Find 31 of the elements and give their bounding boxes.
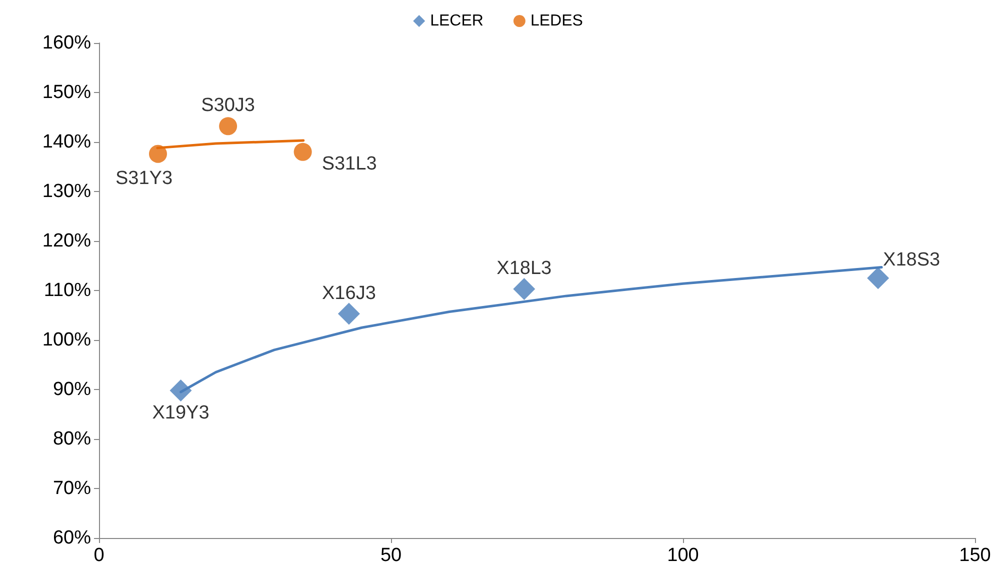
y-tick-label: 100% [42, 330, 92, 350]
y-tick-label: 130% [42, 181, 92, 202]
annotation: S31L3 [322, 153, 377, 174]
annotation: S31Y3 [115, 168, 173, 189]
point [867, 267, 890, 290]
annotation: X16J3 [322, 282, 376, 304]
annotation: X18L3 [496, 258, 552, 280]
y-tick-label: 150% [42, 82, 92, 103]
point [513, 278, 536, 300]
x-tick-label: 100 [667, 545, 699, 566]
point [219, 117, 238, 136]
y-tick-label: 110% [44, 280, 92, 301]
point [294, 142, 312, 161]
point [338, 302, 360, 325]
x-tick-label: 50 [380, 545, 402, 566]
annotation: X18S3 [883, 250, 940, 271]
point [149, 144, 167, 163]
y-tick-label: 90% [52, 379, 92, 400]
x-tick-label: 150 [959, 545, 991, 566]
y-tick-label: 70% [52, 478, 92, 499]
y-tick-label: 120% [42, 230, 92, 252]
point [170, 379, 192, 402]
legend-label: LEDES [530, 12, 583, 30]
y-tick-label: 80% [52, 428, 92, 450]
y-tick-label: 140% [42, 132, 92, 152]
x-tick-label: 0 [94, 545, 104, 566]
annotation: X19Y3 [152, 402, 210, 424]
y-tick-label: 160% [42, 32, 92, 54]
y-tick-label: 60% [52, 528, 92, 548]
legend-label: LECER [430, 12, 484, 30]
annotation: S30J3 [201, 95, 255, 116]
